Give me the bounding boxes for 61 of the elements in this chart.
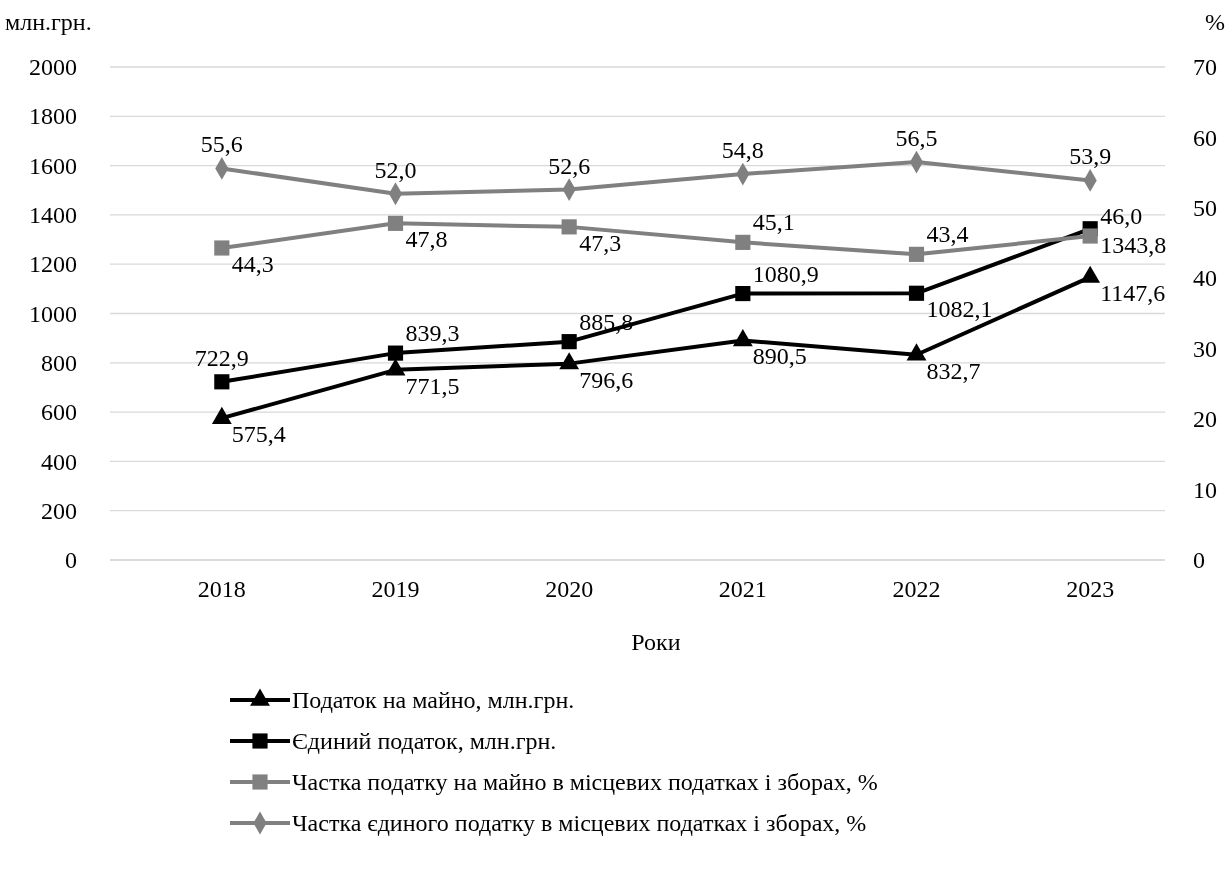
y-tick-label: 800 [41,349,77,376]
data-label: 722,9 [194,344,249,371]
data-label: 55,6 [200,131,243,158]
data-label: 1080,9 [752,260,819,287]
data-label: 53,9 [1069,143,1112,170]
data-label: 47,3 [579,229,622,256]
y-tick-label: 600 [41,399,77,426]
y-tick-label: 1600 [29,152,77,179]
y-tick-label: 1400 [29,202,77,229]
x-axis-title: Роки [631,629,681,655]
point [1082,228,1098,244]
data-label: 52,0 [374,156,417,183]
legend-label: Частка податку на майно в місцевих податках і зборах, % [292,769,878,795]
data-label: 47,8 [405,226,448,253]
y2-tick-label: 60 [1193,124,1217,151]
x-tick-label: 2022 [892,576,941,603]
legend-label: Єдиний податок, млн.грн. [292,728,557,754]
data-label: 890,5 [752,343,807,370]
data-label: 575,4 [231,421,286,448]
legend-label: Частка єдиного податку в місцевих податках і зборах, % [292,810,867,836]
y-tick-label: 1000 [29,300,77,327]
data-label: 1082,1 [926,296,993,323]
y2-axis-title: % [1205,9,1225,35]
y2-tick-label: 30 [1193,335,1217,362]
point [214,240,230,256]
data-label: 46,0 [1100,203,1143,230]
point [735,234,751,250]
legend-label: Податок на майно, млн.грн. [292,687,575,713]
data-label: 54,8 [721,137,764,164]
x-tick-label: 2019 [371,576,420,603]
y2-tick-label: 20 [1193,406,1217,433]
y2-tick-label: 70 [1193,54,1217,81]
x-tick-label: 2023 [1066,576,1115,603]
point [908,246,925,262]
y-tick-label: 1800 [29,103,77,130]
y-tick-label: 1200 [29,251,77,278]
data-label: 832,7 [926,357,981,384]
y2-tick-label: 0 [1193,547,1205,574]
x-tick-label: 2020 [545,576,594,603]
data-label: 43,4 [926,221,969,248]
point [387,215,404,231]
data-label: 45,1 [752,209,795,236]
data-label: 771,5 [405,372,460,399]
y-tick-label: 400 [41,448,77,475]
x-tick-label: 2021 [718,576,767,603]
data-label: 1343,8 [1100,231,1167,258]
data-label: 52,6 [548,152,591,179]
point [561,219,577,235]
y2-tick-label: 10 [1193,476,1217,503]
y2-tick-label: 50 [1193,195,1217,222]
y-tick-label: 200 [41,497,77,524]
y-axis-title: млн.грн. [5,9,92,35]
x-tick-label: 2018 [197,576,246,603]
y-tick-label: 0 [65,547,77,574]
data-label: 1147,6 [1100,280,1166,307]
data-label: 44,3 [231,251,274,277]
data-label: 839,3 [405,320,460,347]
y-tick-label: 2000 [29,54,77,81]
data-label: 56,5 [895,125,938,152]
data-label: 796,6 [579,366,634,393]
y2-tick-label: 40 [1193,265,1217,292]
